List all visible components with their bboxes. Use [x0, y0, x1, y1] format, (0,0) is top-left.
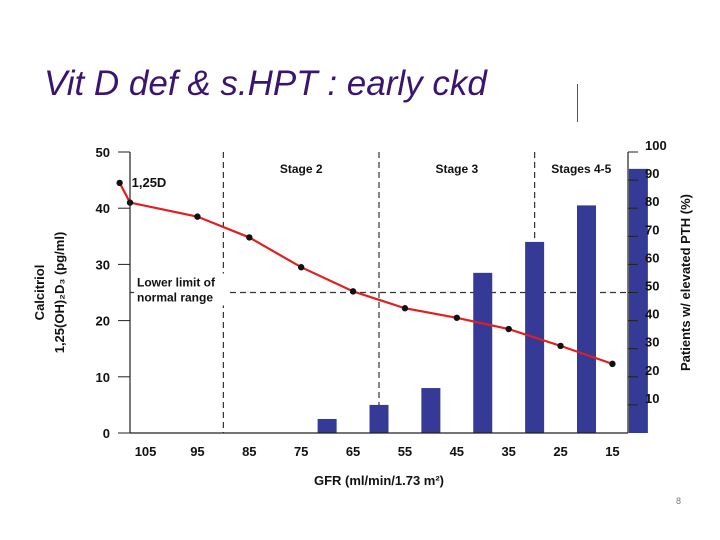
calcitriol-marker — [557, 342, 564, 350]
series-label: 1,25D — [132, 175, 167, 190]
right-tick-label: 50 — [645, 279, 659, 294]
reference-label-line1: Lower limit of — [137, 276, 216, 290]
pth-bar — [369, 404, 389, 433]
left-tick-label: 20 — [96, 314, 110, 329]
calcitriol-marker — [297, 264, 305, 271]
stage-label: Stage 2 — [280, 162, 323, 176]
x-tick-label: 15 — [605, 444, 619, 459]
left-tick-label: 50 — [96, 145, 110, 160]
left-tick-label: 0 — [103, 426, 110, 441]
x-tick-label: 85 — [242, 444, 256, 459]
right-tick-label: 90 — [645, 166, 659, 181]
x-tick-label: 95 — [190, 444, 204, 459]
pth-bar — [317, 418, 337, 433]
stage-label: Stages 4-5 — [551, 162, 611, 176]
x-tick-label: 35 — [501, 444, 515, 459]
calcitriol-marker — [194, 213, 201, 220]
x-tick-label: 55 — [398, 444, 412, 459]
calcitriol-marker — [609, 360, 616, 368]
calcitriol-marker — [505, 325, 512, 333]
right-tick-label: 80 — [645, 194, 659, 209]
right-tick-label: 10 — [645, 391, 659, 406]
pth-bar — [577, 205, 596, 433]
x-tick-label: 65 — [346, 444, 360, 459]
title-divider — [577, 84, 578, 122]
left-axis-title-line1: Calcitriol — [32, 265, 47, 321]
x-tick-label: 105 — [135, 444, 157, 459]
right-tick-label: 70 — [645, 222, 659, 237]
slide-title: Vit D def & s.HPT : early ckd — [44, 64, 487, 103]
left-tick-label: 30 — [96, 257, 110, 272]
pth-bar — [628, 168, 648, 434]
calcitriol-marker — [116, 179, 123, 187]
calcitriol-marker — [349, 288, 357, 295]
stage-label: Stage 3 — [435, 162, 478, 176]
right-tick-label: 40 — [645, 307, 659, 322]
pth-bar — [421, 388, 441, 433]
left-tick-label: 10 — [96, 370, 110, 385]
left-axis-title-line2: 1,25(OH)₂D₃ (pg/ml) — [52, 232, 67, 354]
x-tick-label: 25 — [553, 444, 567, 459]
calcitriol-marker — [246, 234, 253, 241]
right-tick-label: 30 — [645, 335, 659, 350]
x-tick-label: 45 — [450, 444, 464, 459]
reference-label-line2: normal range — [137, 291, 213, 305]
left-tick-label: 40 — [96, 201, 110, 216]
right-tick-label: 100 — [645, 138, 667, 153]
calcitriol-marker — [401, 305, 409, 312]
right-tick-label: 20 — [645, 363, 659, 378]
page-number: 8 — [676, 496, 682, 506]
calcitriol-marker — [453, 314, 461, 321]
right-tick-label: 60 — [645, 250, 659, 265]
x-tick-label: 75 — [294, 444, 308, 459]
right-axis-title: Patients w/ elevated PTH (%) — [678, 194, 693, 371]
x-axis-title: GFR (ml/min/1.73 m²) — [314, 473, 444, 488]
pth-bar — [473, 272, 493, 433]
reference-label-bg — [134, 273, 226, 306]
